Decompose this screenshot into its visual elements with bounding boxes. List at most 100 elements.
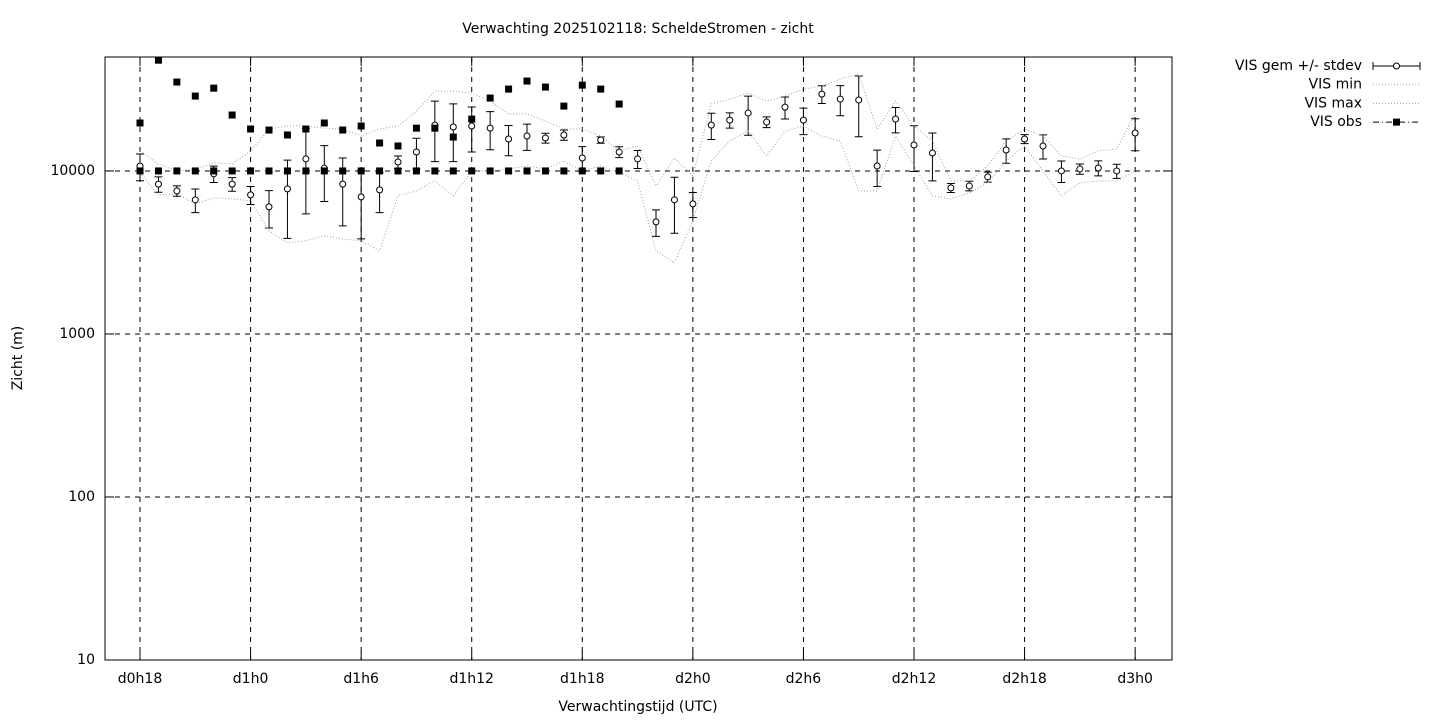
obs-point [357, 167, 365, 175]
mean-point [763, 118, 771, 126]
obs-point [431, 167, 439, 175]
mean-point [855, 96, 863, 104]
mean-point [1113, 167, 1121, 175]
mean-point [1131, 129, 1139, 137]
obs-point [302, 167, 310, 175]
mean-point [247, 191, 255, 199]
mean-point [302, 155, 310, 163]
obs-point [191, 92, 199, 100]
mean-point [541, 134, 549, 142]
mean-point [947, 184, 955, 192]
mean-point [154, 180, 162, 188]
mean-point [449, 123, 457, 131]
obs-point [615, 100, 623, 108]
mean-point [984, 173, 992, 181]
obs-point [486, 94, 494, 102]
obs-point [523, 77, 531, 85]
mean-point [486, 124, 494, 132]
y-axis-label: Zicht (m) [10, 326, 26, 391]
obs-point [560, 102, 568, 110]
obs-point [247, 167, 255, 175]
obs-point [154, 56, 162, 64]
obs-point [468, 115, 476, 123]
mean-point [468, 122, 476, 130]
mean-point [744, 109, 752, 117]
legend-label: VIS gem +/- stdev [1235, 58, 1362, 74]
error-bar [357, 170, 366, 240]
mean-point [191, 196, 199, 204]
error-bar [670, 176, 679, 234]
obs-point [541, 83, 549, 91]
mean-point [597, 136, 605, 144]
obs-point [283, 131, 291, 139]
obs-point [412, 167, 420, 175]
obs-point [394, 167, 402, 175]
obs-point [173, 167, 181, 175]
mean-point [818, 90, 826, 98]
x-tick-label: d2h0 [675, 671, 711, 687]
mean-point [357, 193, 365, 201]
obs-point [136, 167, 144, 175]
obs-point [431, 124, 439, 132]
mean-point [1021, 135, 1029, 143]
x-tick-label: d2h6 [786, 671, 822, 687]
x-tick-label: d2h12 [892, 671, 936, 687]
obs-point [394, 142, 402, 150]
legend-label: VIS max [1304, 95, 1362, 111]
mean-point [578, 154, 586, 162]
mean-point [376, 186, 384, 194]
x-tick-label: d1h0 [233, 671, 269, 687]
x-tick-label: d1h6 [343, 671, 379, 687]
obs-point [228, 111, 236, 119]
mean-point [339, 180, 347, 188]
obs-point [302, 125, 310, 133]
x-axis-label: Verwachtingstijd (UTC) [558, 699, 717, 715]
mean-point [873, 162, 881, 170]
mean-point [726, 116, 734, 124]
obs-point [357, 122, 365, 130]
x-tick-label: d2h18 [1002, 671, 1046, 687]
obs-point [247, 125, 255, 133]
mean-point [1057, 167, 1065, 175]
mean-point [394, 158, 402, 166]
obs-point [191, 167, 199, 175]
plot-frame [104, 56, 1173, 661]
mean-point [265, 203, 273, 211]
mean-point [412, 148, 420, 156]
mean-point [965, 182, 973, 190]
obs-point [210, 84, 218, 92]
mean-point [1039, 142, 1047, 150]
legend-sample [1393, 62, 1400, 70]
mean-point [892, 115, 900, 123]
error-bar [467, 106, 476, 153]
y-tick-label: 100 [68, 489, 95, 505]
obs-point [578, 167, 586, 175]
obs-point [376, 167, 384, 175]
legend-label: VIS min [1309, 77, 1362, 93]
error-bar [449, 103, 458, 163]
mean-point [1076, 165, 1084, 173]
chart-title: Verwachting 2025102118: ScheldeStromen -… [462, 21, 814, 37]
obs-point [541, 167, 549, 175]
obs-point [449, 167, 457, 175]
mean-point [523, 132, 531, 140]
y-tick-label: 10000 [50, 163, 95, 179]
mean-point [560, 131, 568, 139]
obs-point [578, 81, 586, 89]
obs-point [505, 85, 513, 93]
mean-point [670, 196, 678, 204]
obs-point [523, 167, 531, 175]
obs-point [339, 126, 347, 134]
obs-point [597, 167, 605, 175]
obs-point [265, 126, 273, 134]
mean-point [1094, 164, 1102, 172]
obs-point [505, 167, 513, 175]
mean-point [634, 155, 642, 163]
obs-point [412, 124, 420, 132]
x-tick-label: d0h18 [118, 671, 162, 687]
mean-point [910, 141, 918, 149]
obs-point [283, 167, 291, 175]
mean-point [707, 121, 715, 129]
obs-point [210, 167, 218, 175]
